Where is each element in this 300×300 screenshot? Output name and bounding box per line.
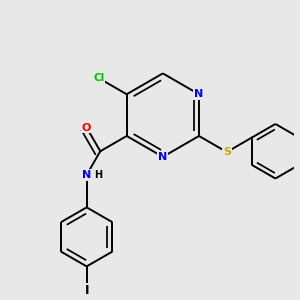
- Text: Cl: Cl: [93, 73, 104, 83]
- Text: O: O: [82, 123, 91, 133]
- Text: N: N: [194, 89, 204, 99]
- Text: H: H: [94, 170, 102, 180]
- Text: S: S: [223, 147, 231, 157]
- Text: I: I: [84, 284, 89, 297]
- Text: N: N: [158, 152, 167, 162]
- Text: N: N: [82, 170, 91, 180]
